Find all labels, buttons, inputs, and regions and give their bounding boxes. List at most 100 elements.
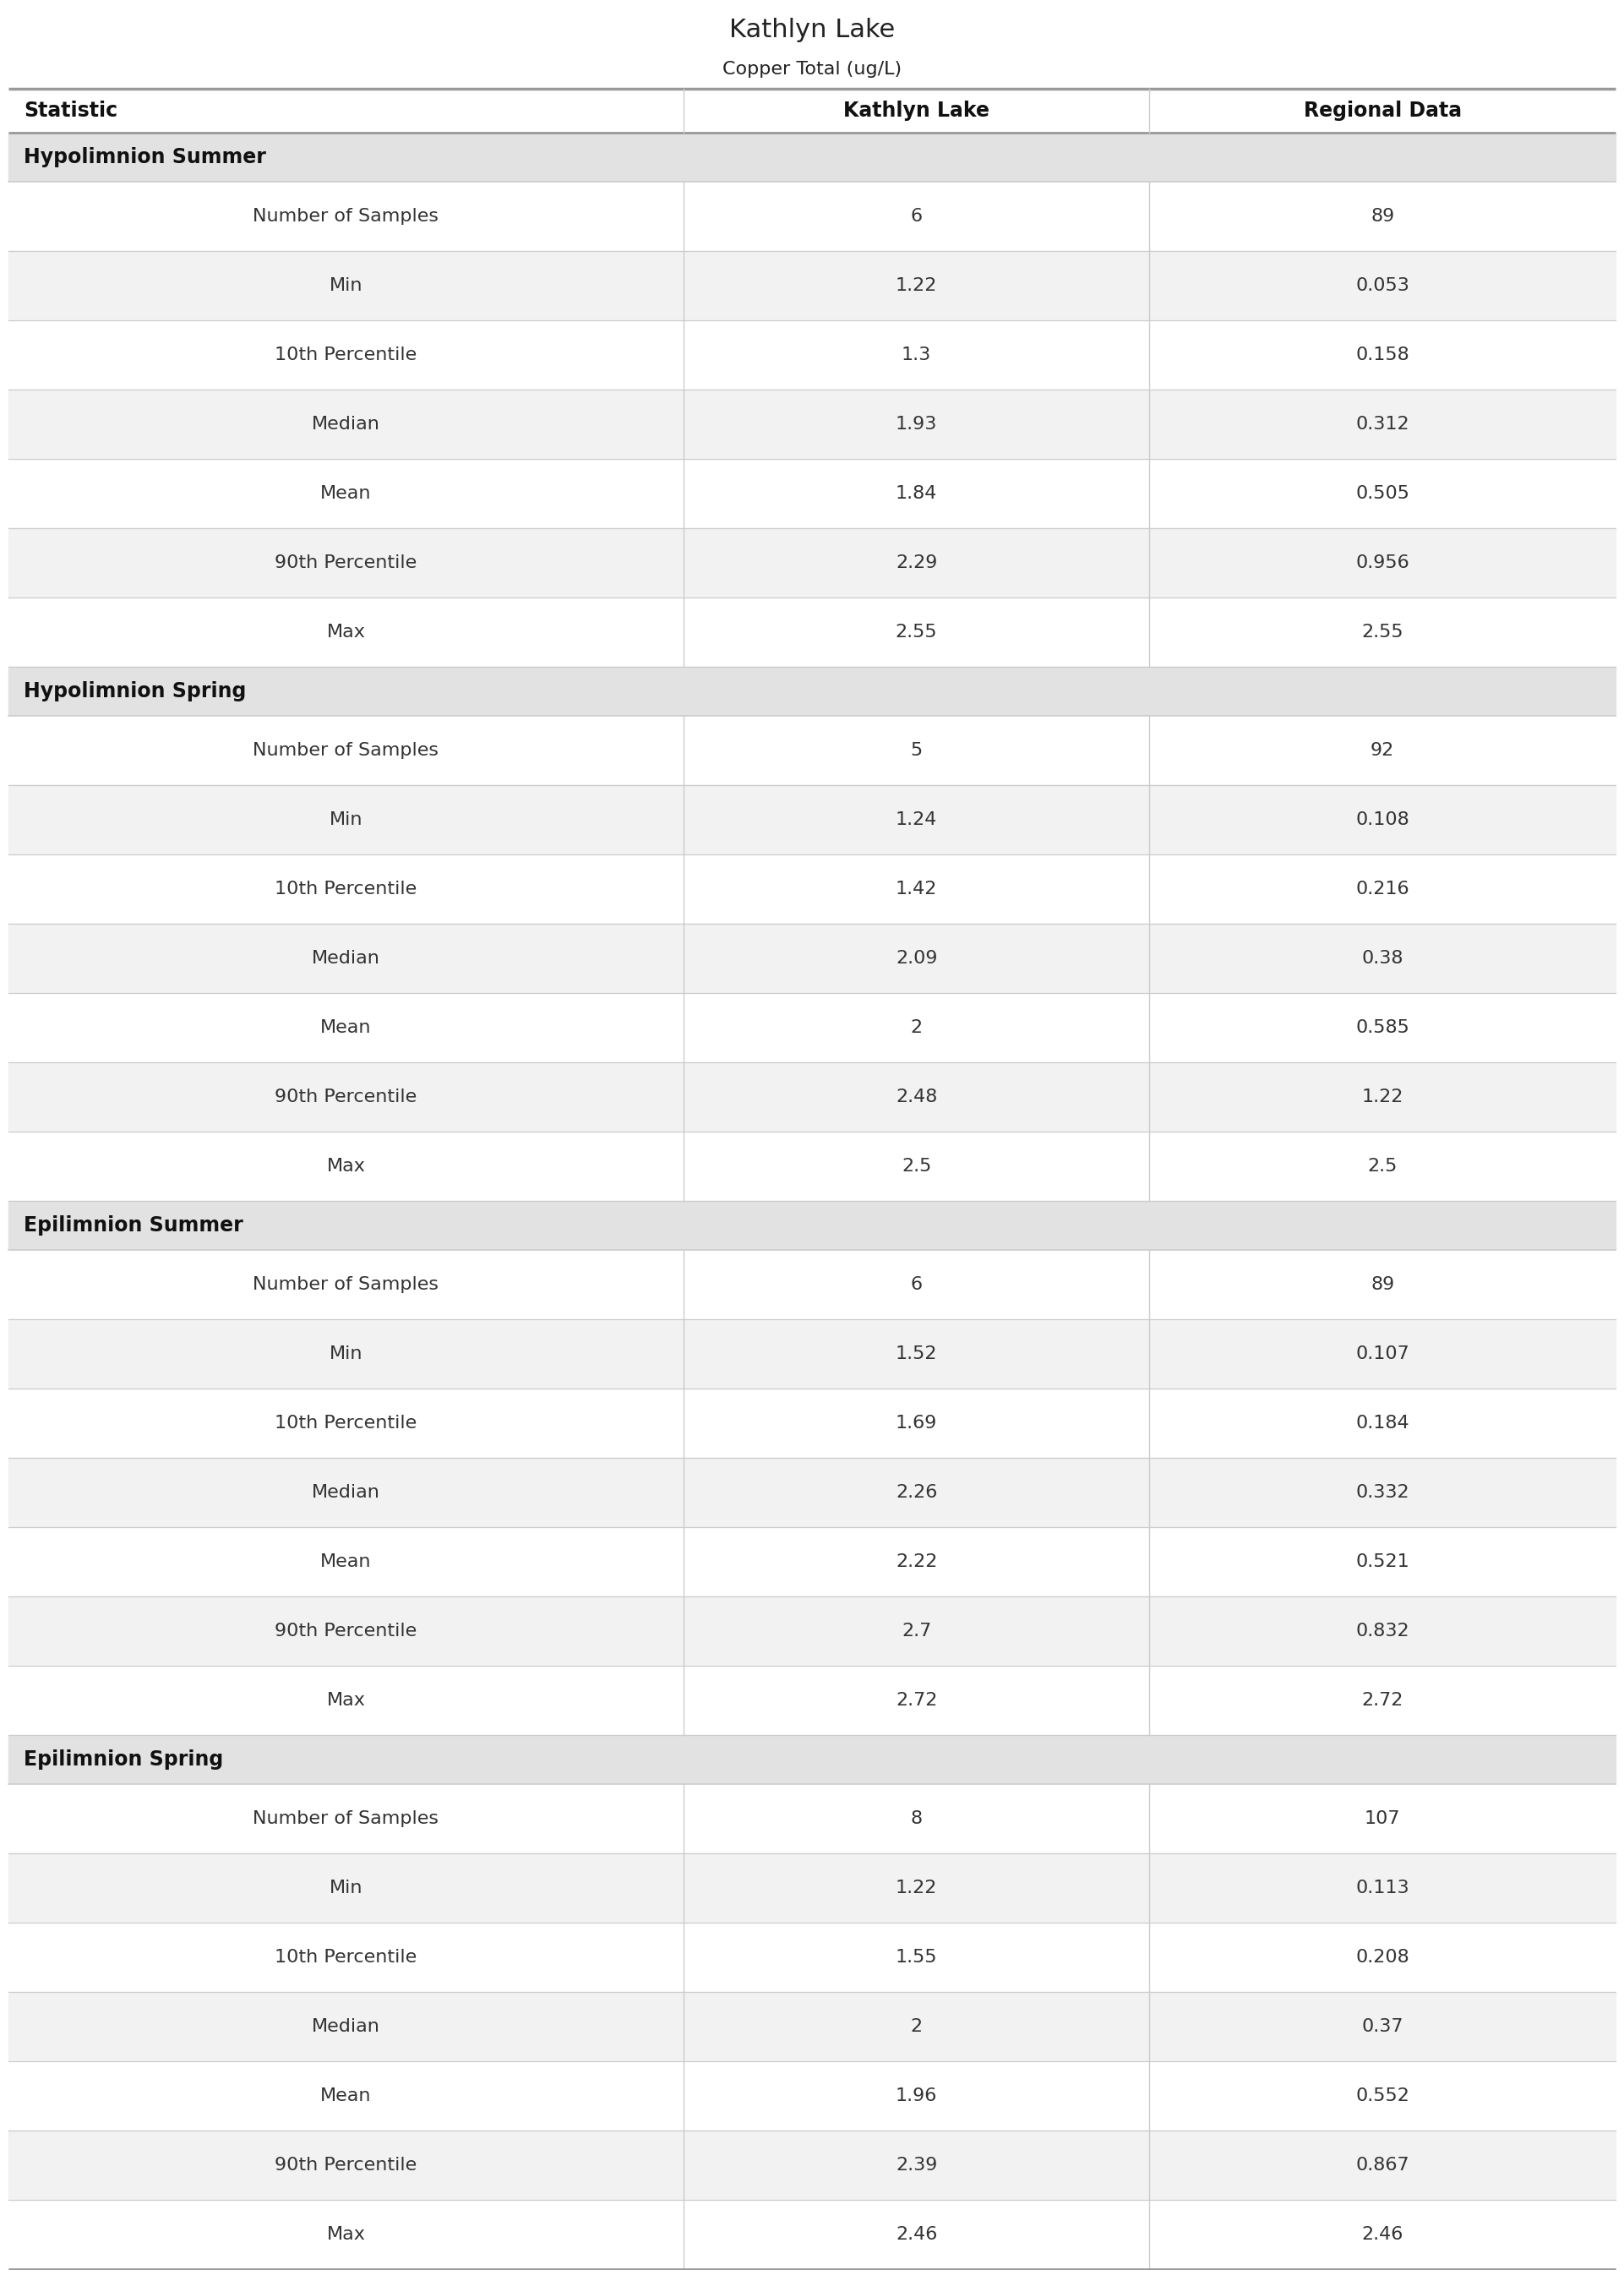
Text: 92: 92: [1371, 742, 1395, 758]
Text: Copper Total (ug/L): Copper Total (ug/L): [723, 61, 901, 77]
Bar: [8, 252, 1616, 320]
Text: Median: Median: [312, 1485, 380, 1500]
Bar: [8, 667, 1616, 715]
Text: 89: 89: [1371, 1276, 1395, 1294]
Text: Mean: Mean: [320, 486, 372, 502]
Bar: [8, 132, 1616, 182]
Bar: [8, 2132, 1616, 2200]
Text: Median: Median: [312, 949, 380, 967]
Text: 2.26: 2.26: [895, 1485, 937, 1500]
Bar: [8, 1993, 1616, 2061]
Bar: [8, 1201, 1616, 1251]
Bar: [8, 924, 1616, 992]
Text: 1.22: 1.22: [1361, 1090, 1403, 1105]
Text: 2.48: 2.48: [895, 1090, 937, 1105]
Text: Number of Samples: Number of Samples: [253, 209, 438, 225]
Bar: [8, 785, 1616, 854]
Bar: [8, 1528, 1616, 1596]
Text: 0.184: 0.184: [1356, 1414, 1410, 1432]
Text: Min: Min: [330, 1346, 362, 1362]
Text: Max: Max: [326, 1158, 365, 1174]
Text: Kathlyn Lake: Kathlyn Lake: [729, 18, 895, 43]
Bar: [8, 2200, 1616, 2270]
Text: 2.46: 2.46: [1361, 2227, 1403, 2243]
Text: Epilimnion Summer: Epilimnion Summer: [24, 1214, 244, 1235]
Text: 90th Percentile: 90th Percentile: [274, 2156, 417, 2175]
Text: 8: 8: [911, 1809, 922, 1827]
Text: 90th Percentile: 90th Percentile: [274, 1090, 417, 1105]
Text: 0.505: 0.505: [1356, 486, 1410, 502]
Text: Median: Median: [312, 415, 380, 434]
Bar: [8, 89, 1616, 132]
Text: 2.39: 2.39: [895, 2156, 937, 2175]
Text: Mean: Mean: [320, 1553, 372, 1571]
Text: 0.332: 0.332: [1356, 1485, 1410, 1500]
Bar: [8, 1319, 1616, 1389]
Bar: [8, 1734, 1616, 1784]
Text: 0.585: 0.585: [1356, 1019, 1410, 1035]
Text: 89: 89: [1371, 209, 1395, 225]
Text: Regional Data: Regional Data: [1304, 100, 1462, 120]
Text: 2.72: 2.72: [895, 1691, 937, 1709]
Bar: [8, 1852, 1616, 1923]
Text: Mean: Mean: [320, 1019, 372, 1035]
Text: 1.69: 1.69: [895, 1414, 937, 1432]
Bar: [8, 1062, 1616, 1133]
Text: 10th Percentile: 10th Percentile: [274, 347, 417, 363]
Text: 0.108: 0.108: [1356, 810, 1410, 829]
Text: 90th Percentile: 90th Percentile: [274, 554, 417, 572]
Bar: [8, 2061, 1616, 2132]
Text: Max: Max: [326, 1691, 365, 1709]
Text: 0.208: 0.208: [1356, 1950, 1410, 1966]
Text: 1.93: 1.93: [895, 415, 937, 434]
Text: Number of Samples: Number of Samples: [253, 742, 438, 758]
Bar: [8, 1251, 1616, 1319]
Bar: [8, 1923, 1616, 1993]
Text: Number of Samples: Number of Samples: [253, 1809, 438, 1827]
Text: Mean: Mean: [320, 2088, 372, 2104]
Text: Median: Median: [312, 2018, 380, 2036]
Text: 2: 2: [911, 2018, 922, 2036]
Text: Min: Min: [330, 1880, 362, 1895]
Text: 0.158: 0.158: [1356, 347, 1410, 363]
Text: 10th Percentile: 10th Percentile: [274, 881, 417, 897]
Bar: [8, 390, 1616, 459]
Bar: [8, 1457, 1616, 1528]
Text: 0.552: 0.552: [1356, 2088, 1410, 2104]
Text: 0.113: 0.113: [1356, 1880, 1410, 1895]
Text: 0.832: 0.832: [1356, 1623, 1410, 1639]
Text: 0.521: 0.521: [1356, 1553, 1410, 1571]
Text: 2.5: 2.5: [901, 1158, 932, 1174]
Text: 6: 6: [911, 1276, 922, 1294]
Text: 0.37: 0.37: [1361, 2018, 1403, 2036]
Text: Kathlyn Lake: Kathlyn Lake: [843, 100, 989, 120]
Text: 10th Percentile: 10th Percentile: [274, 1950, 417, 1966]
Bar: [8, 320, 1616, 390]
Text: 2.22: 2.22: [895, 1553, 937, 1571]
Text: 107: 107: [1364, 1809, 1400, 1827]
Bar: [8, 1784, 1616, 1852]
Text: 2.29: 2.29: [895, 554, 937, 572]
Text: Statistic: Statistic: [24, 100, 117, 120]
Text: 1.22: 1.22: [895, 1880, 937, 1895]
Text: 1.96: 1.96: [895, 2088, 937, 2104]
Bar: [8, 1596, 1616, 1666]
Text: 2.46: 2.46: [895, 2227, 937, 2243]
Text: 0.867: 0.867: [1356, 2156, 1410, 2175]
Text: 2.72: 2.72: [1361, 1691, 1403, 1709]
Bar: [8, 597, 1616, 667]
Text: 2.55: 2.55: [1361, 624, 1403, 640]
Text: 1.22: 1.22: [895, 277, 937, 295]
Bar: [8, 1389, 1616, 1457]
Text: 1.55: 1.55: [895, 1950, 937, 1966]
Text: Hypolimnion Summer: Hypolimnion Summer: [24, 148, 266, 168]
Text: 0.216: 0.216: [1356, 881, 1410, 897]
Text: 0.107: 0.107: [1356, 1346, 1410, 1362]
Bar: [8, 1666, 1616, 1734]
Text: 1.84: 1.84: [895, 486, 937, 502]
Text: 0.956: 0.956: [1356, 554, 1410, 572]
Text: Epilimnion Spring: Epilimnion Spring: [24, 1750, 222, 1771]
Text: 0.38: 0.38: [1361, 949, 1403, 967]
Text: 90th Percentile: 90th Percentile: [274, 1623, 417, 1639]
Text: Min: Min: [330, 810, 362, 829]
